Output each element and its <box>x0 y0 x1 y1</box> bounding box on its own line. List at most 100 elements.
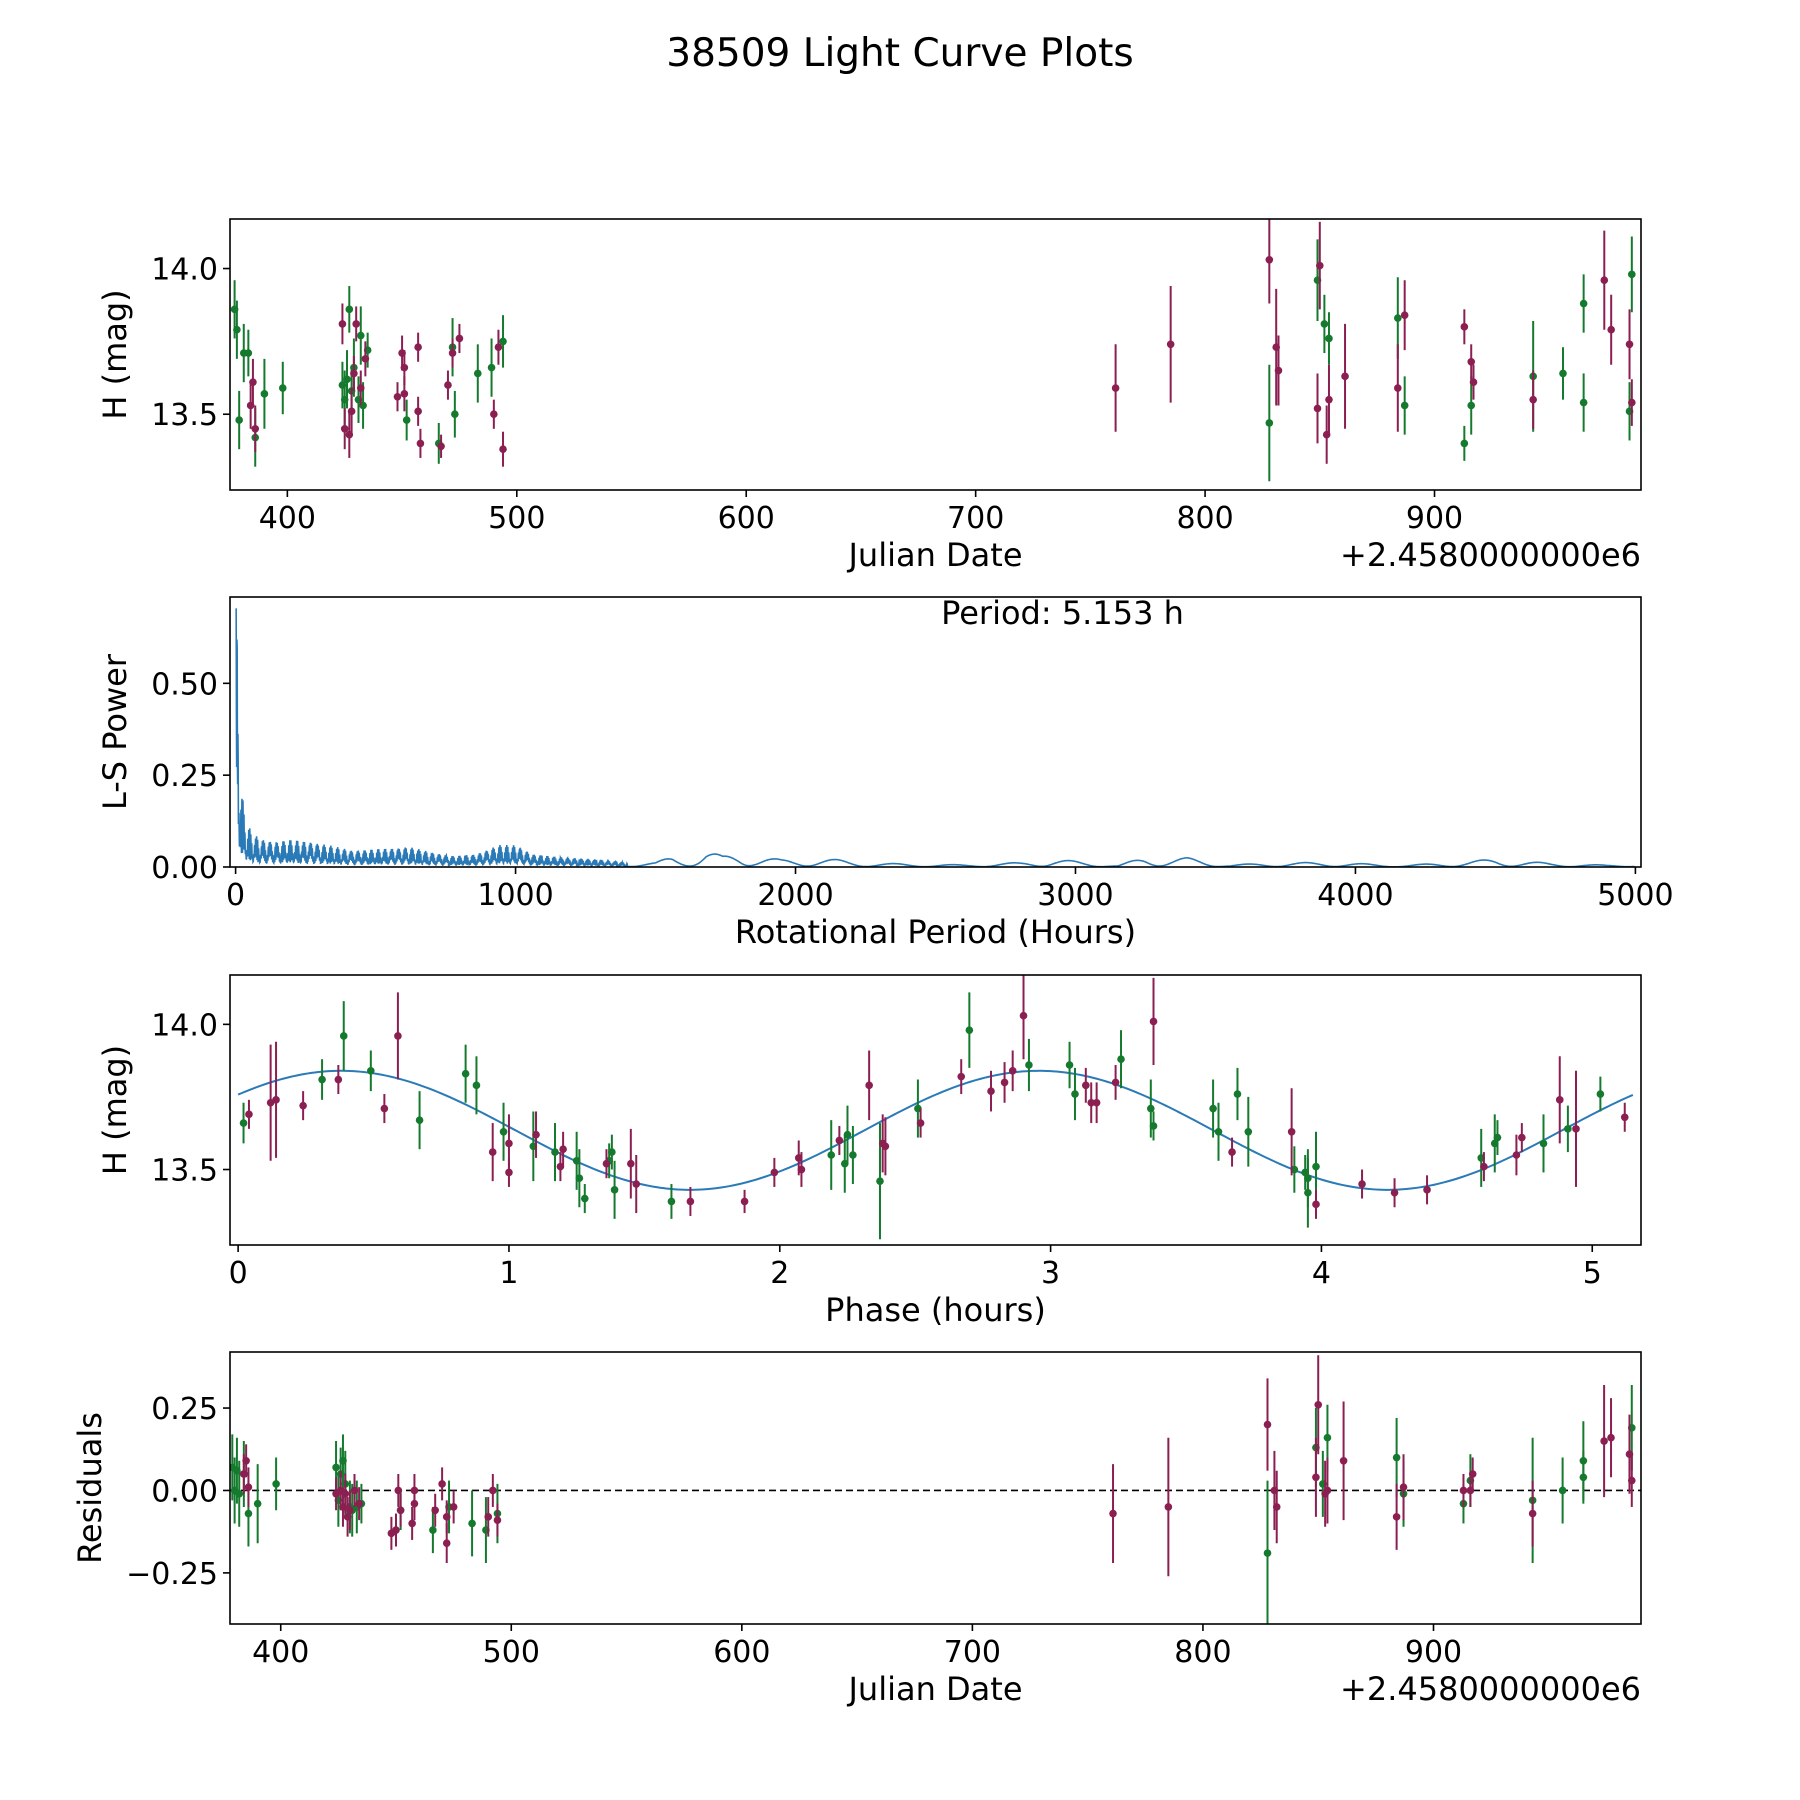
phased-curve-green-point-43 <box>1564 1125 1572 1133</box>
residuals-purple-point-27 <box>1164 1503 1173 1511</box>
phased-curve-purple-point-3 <box>299 1101 307 1110</box>
light-curve-green-point-6 <box>260 390 269 398</box>
residuals-xtick-label-2: 600 <box>713 1635 770 1670</box>
phased-curve-purple-point-32 <box>1087 1098 1096 1107</box>
phased-curve-purple-point-26 <box>957 1072 966 1081</box>
light-curve-green-point-18 <box>402 416 411 424</box>
residuals-green-point-7 <box>272 1480 280 1488</box>
phased-curve-purple-point-16 <box>686 1197 695 1206</box>
residuals-purple-point-34 <box>1323 1486 1332 1495</box>
phased-curve-purple-point-37 <box>1287 1127 1296 1136</box>
phased-curve-green-point-29 <box>1149 1122 1158 1130</box>
residuals-green-point-23 <box>1263 1549 1272 1557</box>
phased-curve-purple-point-12 <box>559 1145 567 1153</box>
periodogram-xlabel: Rotational Period (Hours) <box>735 913 1136 951</box>
residuals-purple-point-13 <box>394 1486 403 1495</box>
periodogram-xtick-label-1: 1000 <box>477 878 553 913</box>
light-curve-purple-point-8 <box>352 320 360 328</box>
residuals-purple-point-17 <box>410 1486 419 1495</box>
phased-curve-green-point-30 <box>1209 1104 1217 1113</box>
phased-curve-green-point-44 <box>1596 1090 1605 1098</box>
residuals-green-point-3 <box>235 1489 244 1498</box>
phased-curve-purple-point-39 <box>1358 1180 1366 1188</box>
periodogram-ytick-label-2: 0.50 <box>151 667 218 702</box>
phased-curve-purple-point-14 <box>627 1159 635 1168</box>
light-curve-purple-point-3 <box>338 320 347 328</box>
phased-curve-xtick-label-1: 1 <box>499 1256 518 1291</box>
light-curve-green-point-22 <box>473 369 482 378</box>
residuals-green-point-20 <box>468 1519 476 1528</box>
light-curve-green-point-11 <box>345 305 354 314</box>
phased-curve-purple-point-42 <box>1480 1162 1488 1171</box>
residuals-xtick-label-3: 700 <box>944 1635 1001 1670</box>
light-curve-purple-point-29 <box>1274 366 1283 375</box>
residuals-purple-point-10 <box>355 1499 363 1508</box>
phased-curve-purple-point-27 <box>987 1087 995 1095</box>
phased-curve-purple-point-15 <box>632 1180 641 1188</box>
phased-curve-axes-frame <box>229 974 1642 1246</box>
light-curve-green-point-28 <box>1325 334 1333 343</box>
phased-curve-green-point-3 <box>367 1067 375 1075</box>
phased-curve-green-point-1 <box>318 1075 326 1084</box>
light-curve-purple-point-43 <box>1625 340 1634 349</box>
phased-curve-model-curve <box>237 1069 1634 1191</box>
light-curve-plot-area <box>230 219 1636 482</box>
light-curve-purple-point-19 <box>444 381 452 389</box>
residuals-purple-point-20 <box>442 1513 451 1521</box>
phased-curve-purple-point-13 <box>602 1159 611 1168</box>
phased-curve-green-point-26 <box>1071 1090 1079 1098</box>
light-curve-green-point-15 <box>356 331 365 340</box>
light-curve-series-purple <box>246 219 1636 467</box>
light-curve-green-point-2 <box>235 416 243 424</box>
light-curve-purple-point-38 <box>1467 357 1476 366</box>
light-curve-purple-point-13 <box>400 363 409 372</box>
light-curve-purple-point-20 <box>448 349 457 357</box>
light-curve-green-point-10 <box>343 375 351 384</box>
residuals-purple-point-35 <box>1339 1457 1348 1465</box>
phased-curve-purple-point-29 <box>1008 1067 1017 1075</box>
phased-curve-purple-point-44 <box>1518 1133 1526 1142</box>
residuals-axes-frame <box>229 1351 1642 1625</box>
light-curve-green-point-30 <box>1400 401 1409 410</box>
light-curve-purple-point-30 <box>1313 404 1322 413</box>
periodogram-ylabel: L-S Power <box>96 653 134 810</box>
residuals-purple-point-26 <box>1109 1509 1117 1518</box>
phased-curve-purple-point-30 <box>1019 1011 1028 1020</box>
light-curve-purple-point-21 <box>455 334 464 343</box>
residuals-purple-point-40 <box>1468 1470 1477 1478</box>
phased-curve-xtick-label-0: 0 <box>229 1256 248 1291</box>
phased-curve-xtick-label-4: 4 <box>1312 1256 1331 1291</box>
residuals-ytick-label-1: 0.00 <box>151 1474 218 1509</box>
figure-title: 38509 Light Curve Plots <box>666 31 1133 76</box>
residuals-purple-point-8 <box>346 1506 354 1515</box>
light-curve-xtick-label-5: 900 <box>1406 501 1463 536</box>
residuals-green-point-6 <box>253 1499 262 1508</box>
light-curve-green-point-29 <box>1394 314 1402 322</box>
phased-curve-green-point-5 <box>461 1069 470 1078</box>
light-curve-green-point-21 <box>451 410 459 419</box>
phased-curve-purple-point-21 <box>835 1136 844 1145</box>
phased-curve-green-point-16 <box>667 1197 676 1206</box>
phased-curve-purple-point-9 <box>505 1139 513 1148</box>
phased-curve-green-point-31 <box>1214 1127 1223 1136</box>
phased-curve-green-point-20 <box>849 1151 857 1159</box>
phased-curve-purple-point-23 <box>881 1142 890 1151</box>
light-curve-xlabel: Julian Date <box>846 536 1022 574</box>
light-curve-purple-point-23 <box>494 343 503 352</box>
periodogram-period-annotation: Period: 5.153 h <box>941 594 1184 632</box>
residuals-purple-point-38 <box>1459 1486 1468 1495</box>
light-curve-green-point-27 <box>1320 320 1329 328</box>
light-curve-purple-point-44 <box>1628 398 1636 407</box>
light-curve-purple-point-25 <box>1111 384 1120 392</box>
phased-curve-purple-point-0 <box>245 1110 253 1119</box>
light-curve-purple-point-15 <box>414 343 422 352</box>
residuals-xtick-label-1: 500 <box>483 1635 540 1670</box>
light-curve-purple-point-24 <box>499 445 507 454</box>
periodogram-power-line <box>235 608 1635 867</box>
light-curve-ytick-label-0: 13.5 <box>151 398 218 433</box>
light-curve-purple-point-4 <box>340 425 349 433</box>
light-curve-ylabel: H (mag) <box>96 289 134 419</box>
residuals-purple-point-21 <box>442 1539 451 1548</box>
phased-curve-purple-point-4 <box>334 1075 343 1084</box>
